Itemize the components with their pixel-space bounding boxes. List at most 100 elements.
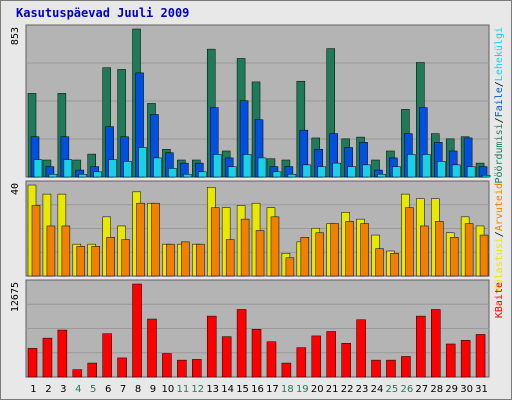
bar-middle-2-day-14 [225, 239, 235, 277]
bar-middle-2-day-18 [285, 257, 295, 277]
bar-top-3-day-20 [317, 166, 327, 178]
bar-top-3-day-14 [227, 166, 237, 178]
x-tick-label-day-11: 11 [176, 384, 189, 395]
bar-bottom-1-day-30 [460, 340, 471, 378]
bar-middle-2-day-19 [300, 237, 310, 277]
legend-top: Pöördumisi/Faile/Lehekülgi [494, 27, 505, 184]
bar-middle-2-day-25 [390, 253, 399, 277]
bar-middle-2-day-9 [151, 202, 160, 277]
bar-middle-2-day-26 [405, 207, 414, 277]
bar-bottom-1-day-27 [416, 315, 426, 378]
legend-entry: / [494, 81, 505, 87]
bar-top-3-day-6 [108, 159, 117, 178]
bar-top-3-day-13 [212, 154, 222, 178]
bar-top-3-day-18 [287, 173, 297, 178]
x-tick-label-day-6: 6 [105, 384, 111, 395]
axis-max-label-middle: 40 [10, 183, 21, 195]
x-tick-label-day-17: 17 [266, 384, 279, 395]
x-tick-label-day-18: 18 [281, 384, 294, 395]
bar-top-3-day-5 [93, 171, 102, 178]
bar-top-3-day-22 [347, 166, 356, 178]
bar-bottom-1-day-22 [341, 342, 351, 378]
bar-middle-2-day-20 [315, 232, 325, 277]
bar-top-3-day-9 [153, 157, 162, 178]
x-tick-label-day-31: 31 [475, 384, 488, 395]
bar-bottom-1-day-24 [371, 359, 381, 378]
bar-bottom-1-day-18 [281, 362, 292, 378]
x-tick-label-day-3: 3 [60, 384, 66, 395]
x-tick-label-day-1: 1 [30, 384, 36, 395]
bar-bottom-1-day-3 [57, 329, 68, 378]
x-tick-label-day-14: 14 [221, 384, 234, 395]
x-tick-label-day-7: 7 [120, 384, 126, 395]
bar-top-3-day-23 [362, 164, 371, 178]
chart-title: Kasutuspäevad Juuli 2009 [16, 6, 190, 20]
bar-bottom-1-day-11 [177, 359, 187, 378]
x-tick-label-day-29: 29 [445, 384, 458, 395]
bar-top-3-day-16 [257, 157, 267, 178]
bar-middle-2-day-17 [270, 216, 280, 277]
bar-bottom-1-day-1 [27, 348, 38, 378]
bar-top-3-day-1 [33, 159, 43, 178]
bar-middle-2-day-7 [121, 239, 130, 277]
legend-entry: Külastusi [494, 237, 505, 291]
bar-middle-2-day-13 [210, 207, 220, 277]
bar-top-3-day-29 [451, 164, 461, 178]
bar-top-3-day-17 [272, 171, 282, 178]
bar-top-3-day-10 [168, 168, 177, 178]
bar-middle-2-day-3 [61, 225, 71, 277]
bar-top-3-day-26 [407, 154, 416, 178]
axis-max-label-bottom: 12675 [10, 282, 21, 312]
bar-bottom-1-day-26 [401, 356, 411, 378]
bar-bottom-1-day-10 [162, 353, 172, 378]
bar-middle-2-day-10 [166, 243, 175, 277]
x-tick-label-day-16: 16 [251, 384, 264, 395]
bar-middle-2-day-15 [240, 218, 250, 277]
x-tick-label-day-21: 21 [326, 384, 339, 395]
x-tick-label-day-4: 4 [75, 384, 81, 395]
bar-middle-2-day-5 [91, 246, 100, 277]
legend-entry: Arvuteid [494, 183, 505, 231]
bar-middle-2-day-16 [255, 230, 265, 277]
bar-top-3-day-31 [481, 175, 491, 178]
bar-middle-2-day-8 [136, 202, 145, 277]
bar-top-3-day-24 [377, 173, 386, 178]
x-tick-label-day-9: 9 [150, 384, 156, 395]
bar-top-3-day-2 [48, 173, 58, 178]
bar-top-3-day-21 [332, 162, 341, 178]
bar-middle-2-day-24 [375, 248, 384, 277]
bar-top-3-day-28 [437, 161, 446, 178]
x-tick-label-day-26: 26 [400, 384, 413, 395]
bar-bottom-1-day-29 [445, 343, 456, 378]
bar-middle-2-day-22 [345, 221, 354, 277]
x-tick-label-day-12: 12 [191, 384, 204, 395]
bar-top-3-day-25 [392, 166, 401, 178]
bar-bottom-1-day-8 [132, 283, 142, 378]
legend-entry: Lehekülgi [494, 27, 505, 81]
bar-bottom-1-day-13 [206, 315, 217, 378]
x-tick-label-day-28: 28 [430, 384, 443, 395]
x-tick-label-day-25: 25 [386, 384, 399, 395]
bar-top-3-day-7 [123, 161, 132, 178]
bar-middle-2-day-29 [449, 237, 459, 277]
bar-top-3-day-30 [466, 166, 476, 178]
x-tick-label-day-23: 23 [356, 384, 369, 395]
bar-bottom-1-day-15 [236, 309, 247, 378]
bar-bottom-1-day-20 [311, 335, 322, 378]
legend-entry: Faile [494, 87, 505, 117]
x-tick-label-day-8: 8 [135, 384, 141, 395]
x-tick-label-day-19: 19 [296, 384, 309, 395]
bar-bottom-1-day-17 [266, 341, 277, 378]
legend-entry: / [494, 117, 505, 123]
bar-bottom-1-day-23 [356, 319, 366, 378]
bar-top-3-day-3 [63, 159, 73, 178]
bar-bottom-1-day-31 [475, 334, 486, 378]
x-tick-label-day-22: 22 [341, 384, 354, 395]
bar-bottom-1-day-25 [386, 359, 396, 378]
bar-bottom-1-day-14 [221, 336, 232, 378]
bar-top-3-day-15 [242, 154, 252, 178]
x-tick-label-day-24: 24 [371, 384, 384, 395]
bar-middle-2-day-31 [479, 234, 489, 277]
bar-top-3-day-11 [183, 173, 192, 178]
